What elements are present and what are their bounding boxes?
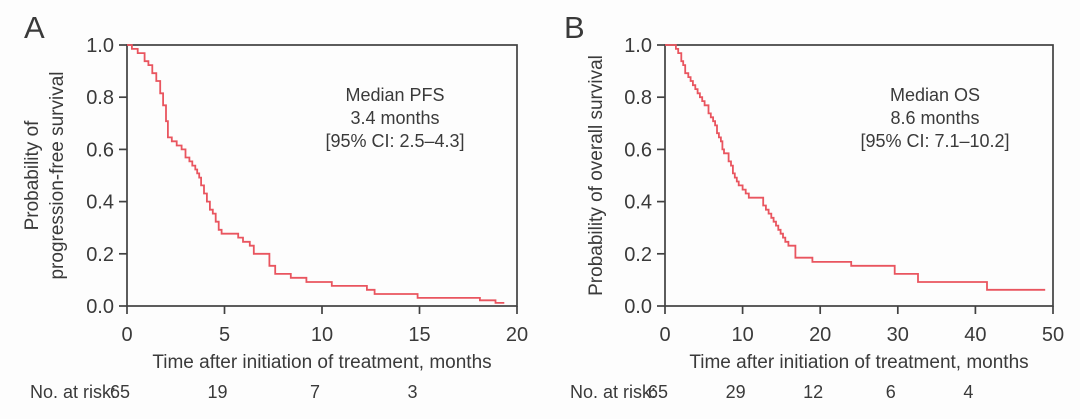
x-tick-label: 15 bbox=[408, 324, 430, 346]
x-axis-title: Time after initiation of treatment, mont… bbox=[689, 352, 1028, 373]
panel-label: A bbox=[24, 10, 45, 45]
x-tick-label: 50 bbox=[1042, 324, 1064, 346]
y-tick-label: 0.6 bbox=[624, 139, 652, 161]
x-tick-label: 0 bbox=[121, 324, 132, 346]
median-annotation-line-3: [95% CI: 2.5–4.3] bbox=[325, 131, 464, 151]
risk-label: No. at risk: bbox=[30, 382, 116, 402]
y-tick-label: 0.0 bbox=[624, 296, 652, 318]
median-annotation-line-2: 8.6 months bbox=[890, 108, 979, 128]
risk-count: 65 bbox=[110, 382, 130, 402]
risk-count: 7 bbox=[310, 382, 320, 402]
plot-frame bbox=[126, 44, 518, 307]
plot-frame bbox=[664, 44, 1054, 307]
panel-b: B 1.0 0.8 0.6 0.4 0.2 0.0 0 10 20 30 40 50 Probabilit… bbox=[540, 0, 1080, 419]
risk-count: 12 bbox=[803, 382, 823, 402]
panel-a: A 1.0 0.8 0.6 0.4 0.2 0.0 0 5 10 15 20 Probability o… bbox=[22, 10, 528, 402]
y-tick-label: 1.0 bbox=[86, 35, 114, 57]
x-tick-label: 5 bbox=[219, 324, 230, 346]
risk-label: No. at risk: bbox=[570, 382, 656, 402]
y-tick-label: 0.4 bbox=[86, 192, 114, 214]
risk-count: 4 bbox=[963, 382, 973, 402]
risk-count: 65 bbox=[648, 382, 668, 402]
risk-count: 3 bbox=[407, 382, 417, 402]
y-tick-label: 1.0 bbox=[624, 35, 652, 57]
y-tick-label: 0.2 bbox=[624, 244, 652, 266]
x-tick-label: 20 bbox=[809, 324, 831, 346]
y-tick-label: 0.0 bbox=[86, 296, 114, 318]
km-curve bbox=[127, 44, 505, 304]
x-tick-label: 10 bbox=[311, 324, 333, 346]
y-tick-label: 0.8 bbox=[86, 87, 114, 109]
x-tick-label: 40 bbox=[964, 324, 986, 346]
km-curve bbox=[665, 44, 1046, 291]
y-axis-title: Probability of overall survival bbox=[586, 55, 607, 296]
panel-label: B bbox=[564, 10, 585, 45]
y-tick-label: 0.6 bbox=[86, 139, 114, 161]
y-tick-label: 0.2 bbox=[86, 244, 114, 266]
median-annotation-line-1: Median PFS bbox=[345, 85, 444, 105]
x-tick-label: 0 bbox=[659, 324, 670, 346]
x-tick-label: 10 bbox=[731, 324, 753, 346]
x-tick-label: 20 bbox=[506, 324, 528, 346]
y-tick-label: 0.4 bbox=[624, 192, 652, 214]
y-axis-title: progression-free survival bbox=[47, 71, 68, 279]
km-chart-b: B 1.0 0.8 0.6 0.4 0.2 0.0 0 10 20 30 40 50 Probabilit… bbox=[564, 10, 1064, 402]
risk-count: 29 bbox=[726, 382, 746, 402]
y-axis-title: Probability of bbox=[22, 120, 43, 231]
x-tick-label: 30 bbox=[887, 324, 909, 346]
km-chart-a: A 1.0 0.8 0.6 0.4 0.2 0.0 0 5 10 15 20 Probability o… bbox=[22, 10, 528, 402]
risk-count: 6 bbox=[886, 382, 896, 402]
median-annotation-line-2: 3.4 months bbox=[350, 108, 439, 128]
median-annotation-line-3: [95% CI: 7.1–10.2] bbox=[860, 131, 1009, 151]
risk-count: 19 bbox=[207, 382, 227, 402]
x-axis-title: Time after initiation of treatment, mont… bbox=[152, 352, 491, 373]
y-tick-label: 0.8 bbox=[624, 87, 652, 109]
median-annotation-line-1: Median OS bbox=[890, 85, 980, 105]
